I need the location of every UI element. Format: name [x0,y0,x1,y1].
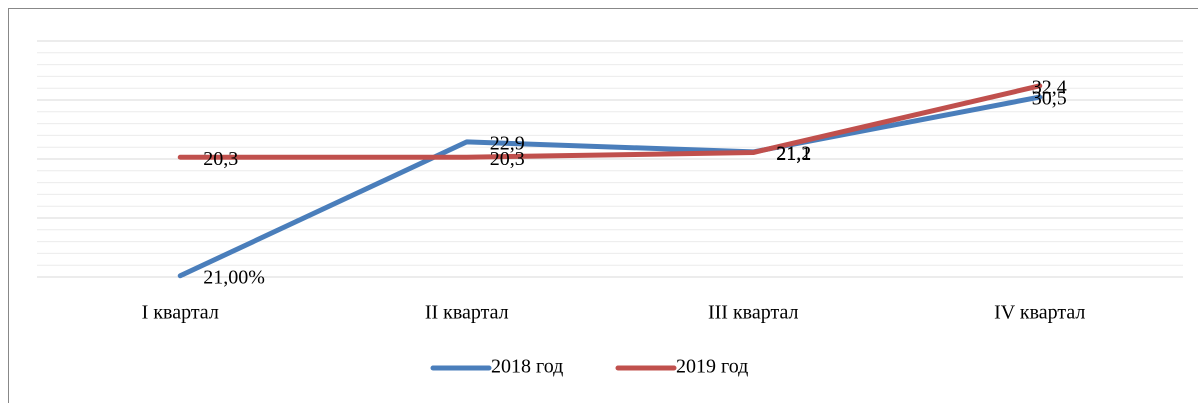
data-label: 20,3 [203,148,238,170]
data-label: 20,3 [490,148,525,170]
x-tick-label: IV квартал [994,302,1085,324]
data-label: 32,4 [1032,76,1067,98]
x-tick-label: III квартал [708,302,799,324]
legend-label: 2018 год [491,356,563,378]
legend-label: 2019 год [676,356,748,378]
x-tick-label: I квартал [142,302,219,324]
data-label: 21,00% [203,266,265,288]
data-label: 21,1 [776,143,811,165]
x-tick-label: II квартал [425,302,509,324]
